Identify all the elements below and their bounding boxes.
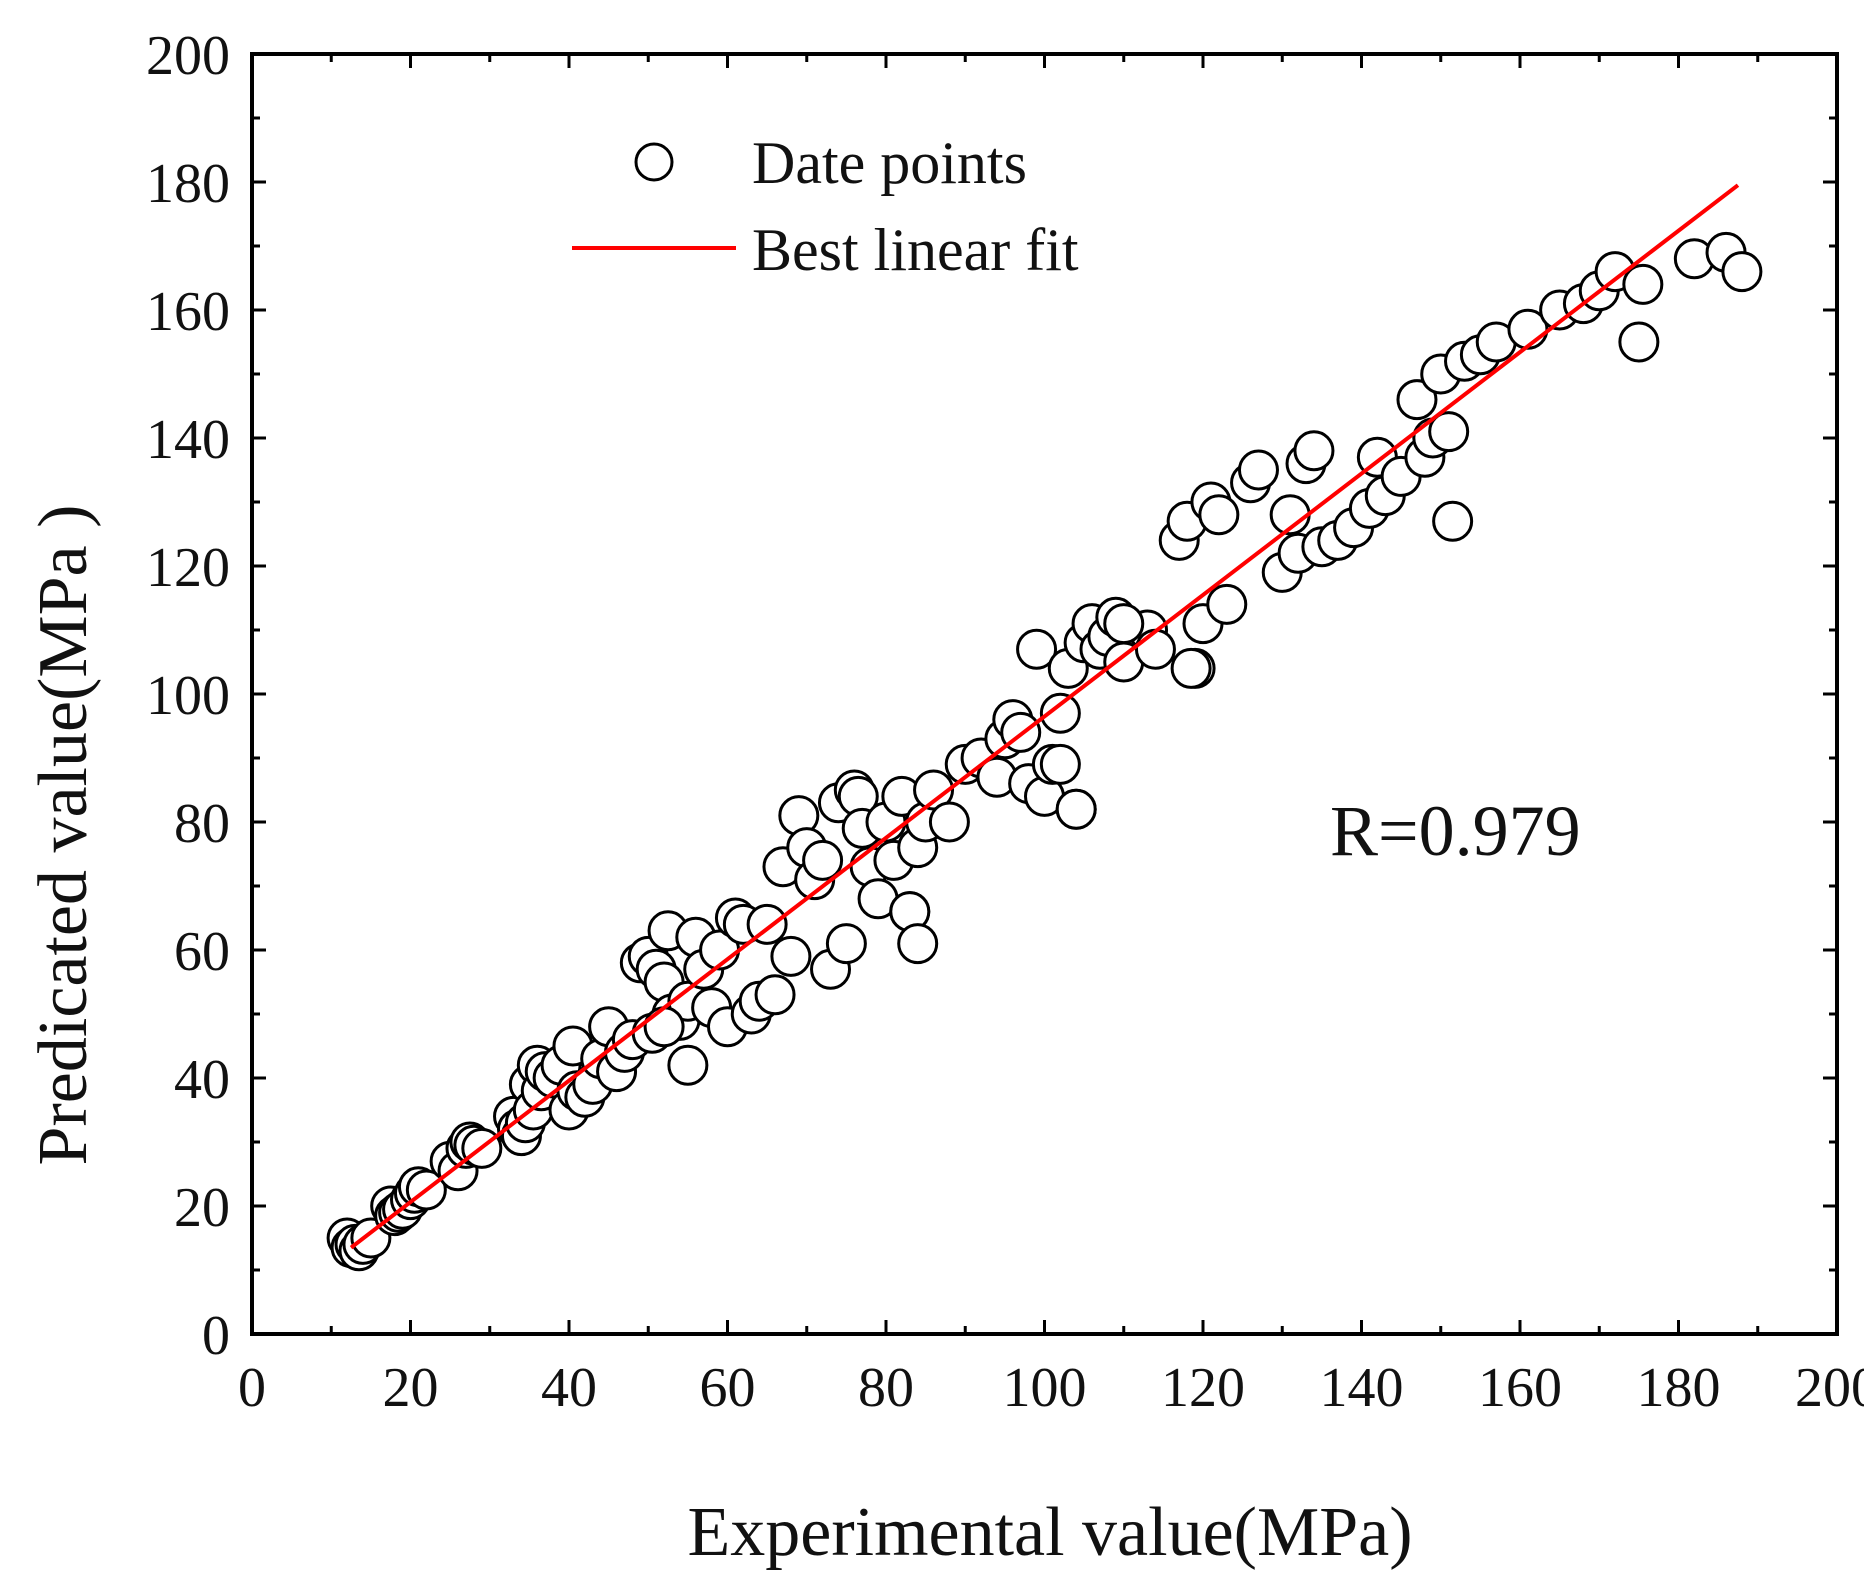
x-tick-label: 140 — [1320, 1357, 1404, 1419]
data-point — [1103, 603, 1145, 645]
data-point — [770, 935, 812, 977]
x-tick-label: 20 — [383, 1357, 439, 1419]
best-linear-fit-line — [349, 183, 1740, 1250]
data-point — [1016, 628, 1058, 670]
data-point — [1134, 628, 1176, 670]
x-axis-title: Experimental value(MPa) — [687, 1494, 1412, 1571]
data-point — [1170, 647, 1212, 689]
y-axis-title: Predicated value(MPa ) — [25, 505, 102, 1166]
x-tick-label: 180 — [1637, 1357, 1721, 1419]
data-point — [1618, 321, 1660, 363]
x-tick-label: 100 — [1003, 1357, 1087, 1419]
x-tick-label: 40 — [541, 1357, 597, 1419]
y-tick-label: 180 — [146, 153, 230, 215]
x-tick-label: 200 — [1795, 1357, 1864, 1419]
data-point — [1432, 500, 1474, 542]
data-point — [897, 923, 939, 965]
data-point — [1293, 430, 1335, 472]
axis-ticks: 0 20 40 60 80 100 120 140 160 180 200 0 20 40 60 80 100 1… — [146, 25, 1864, 1419]
x-tick-label: 80 — [858, 1357, 914, 1419]
data-point — [1055, 788, 1097, 830]
y-tick-label: 200 — [146, 25, 230, 87]
data-point — [1198, 494, 1240, 536]
data-point — [1206, 583, 1248, 625]
y-tick-label: 20 — [174, 1177, 230, 1239]
data-point — [1622, 263, 1664, 305]
y-tick-label: 0 — [202, 1305, 230, 1367]
data-point — [802, 839, 844, 881]
legend-marker-circle — [634, 142, 674, 182]
fit-line-layer — [349, 183, 1740, 1250]
data-point — [667, 1044, 709, 1086]
y-tick-label: 100 — [146, 665, 230, 727]
y-tick-label: 80 — [174, 793, 230, 855]
legend-label-points: Date points — [752, 130, 1027, 196]
r-value-annotation: R=0.979 — [1330, 791, 1581, 871]
data-point — [754, 974, 796, 1016]
y-tick-label: 60 — [174, 921, 230, 983]
data-point — [1039, 692, 1081, 734]
x-tick-label: 160 — [1478, 1357, 1562, 1419]
data-point — [1396, 379, 1438, 421]
data-point — [1428, 411, 1470, 453]
data-point — [1039, 743, 1081, 785]
data-point — [643, 1006, 685, 1048]
data-point — [1721, 251, 1763, 293]
x-tick-label: 60 — [700, 1357, 756, 1419]
y-tick-label: 140 — [146, 409, 230, 471]
y-tick-label: 120 — [146, 537, 230, 599]
legend-label-fit: Best linear fit — [752, 217, 1079, 283]
data-point — [928, 801, 970, 843]
legend: Date points Best linear fit — [572, 130, 1079, 283]
data-point — [825, 923, 867, 965]
data-point — [1237, 449, 1279, 491]
x-tick-label: 0 — [238, 1357, 266, 1419]
plot-frame — [250, 52, 1839, 1336]
y-tick-label: 160 — [146, 281, 230, 343]
y-tick-label: 40 — [174, 1049, 230, 1111]
x-tick-label: 120 — [1161, 1357, 1245, 1419]
